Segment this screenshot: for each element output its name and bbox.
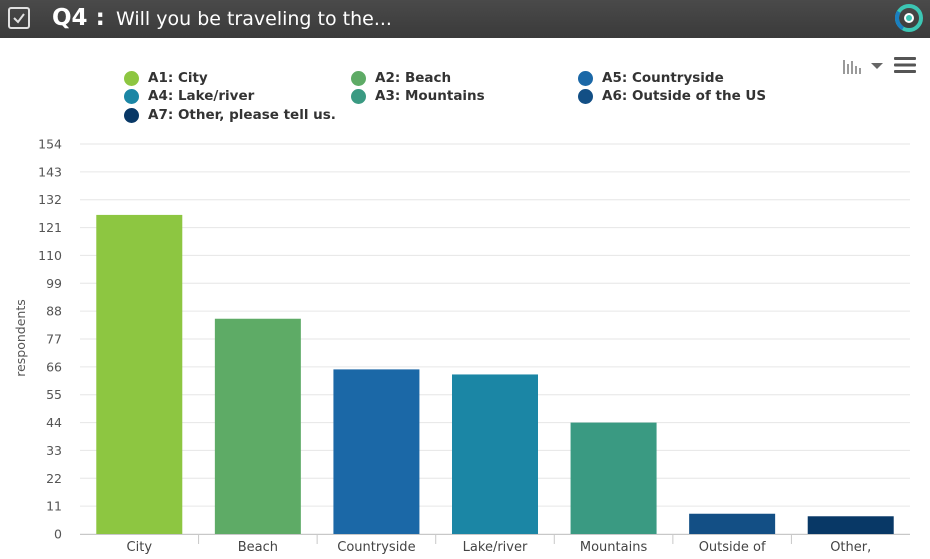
- legend-item[interactable]: A3: Mountains: [351, 87, 485, 105]
- legend-item[interactable]: A7: Other, please tell us.: [124, 106, 336, 124]
- bar[interactable]: [333, 369, 420, 534]
- bar[interactable]: [689, 513, 776, 534]
- legend-label: A5: Countryside: [602, 70, 724, 86]
- legend-dot-icon: [578, 70, 593, 86]
- x-category-label: Beach: [238, 540, 278, 555]
- legend-item[interactable]: A1: City: [124, 69, 208, 87]
- y-tick-label: 121: [38, 220, 62, 235]
- legend-dot-icon: [578, 88, 593, 104]
- y-tick-label: 99: [46, 276, 62, 291]
- y-tick-label: 0: [54, 527, 62, 542]
- logo-icon: [895, 4, 923, 32]
- bar[interactable]: [214, 318, 301, 534]
- y-tick-label: 66: [46, 359, 62, 374]
- bar[interactable]: [96, 214, 183, 534]
- legend-label: A2: Beach: [375, 70, 452, 86]
- y-tick-label: 11: [46, 499, 62, 514]
- hamburger-menu-icon[interactable]: [894, 56, 916, 74]
- legend-label: A6: Outside of the US: [602, 88, 767, 104]
- y-tick-label: 77: [46, 332, 62, 347]
- x-category-label: Lake/river: [463, 540, 528, 555]
- legend-label: A3: Mountains: [375, 88, 485, 104]
- legend-label: A1: City: [148, 70, 208, 86]
- y-axis-title: respondents: [13, 299, 28, 377]
- legend-dot-icon: [351, 88, 366, 104]
- legend-label: A4: Lake/river: [148, 88, 255, 104]
- question-header: Q4 : Will you be traveling to the...: [0, 0, 930, 38]
- y-tick-label: 132: [38, 192, 62, 207]
- x-category-label: Outside of: [699, 540, 766, 555]
- y-tick-label: 154: [38, 137, 62, 152]
- y-tick-label: 143: [38, 164, 62, 179]
- y-tick-label: 33: [46, 443, 62, 458]
- caret-down-icon[interactable]: [870, 62, 884, 70]
- legend-dot-icon: [351, 70, 366, 86]
- y-tick-label: 22: [46, 471, 62, 486]
- y-tick-label: 55: [46, 387, 62, 402]
- y-tick-label: 88: [46, 304, 62, 319]
- bar[interactable]: [807, 516, 894, 534]
- legend-dot-icon: [124, 88, 139, 104]
- bar[interactable]: [452, 374, 538, 534]
- legend-item[interactable]: A5: Countryside: [578, 69, 724, 87]
- y-tick-label: 110: [38, 248, 62, 263]
- x-category-label: Other,: [830, 540, 871, 555]
- question-title: Will you be traveling to the...: [116, 8, 392, 30]
- legend-item[interactable]: A2: Beach: [351, 69, 451, 87]
- legend-label: A7: Other, please tell us.: [148, 107, 336, 123]
- x-category-label: Countryside: [337, 540, 415, 555]
- chart-legend: A1: City A2: Beach A5: Countryside A4: L…: [0, 0, 930, 130]
- x-category-label: Mountains: [580, 540, 648, 555]
- question-number: Q4 :: [52, 5, 105, 31]
- legend-dot-icon: [124, 70, 139, 86]
- x-category-label: City: [127, 540, 153, 555]
- legend-dot-icon: [124, 107, 139, 123]
- bar-chart-icon[interactable]: [842, 58, 864, 74]
- checkbox-icon[interactable]: [8, 7, 30, 29]
- legend-item[interactable]: A4: Lake/river: [124, 87, 254, 105]
- y-tick-label: 44: [46, 415, 62, 430]
- legend-item[interactable]: A6: Outside of the US: [578, 87, 766, 105]
- bar[interactable]: [570, 422, 657, 534]
